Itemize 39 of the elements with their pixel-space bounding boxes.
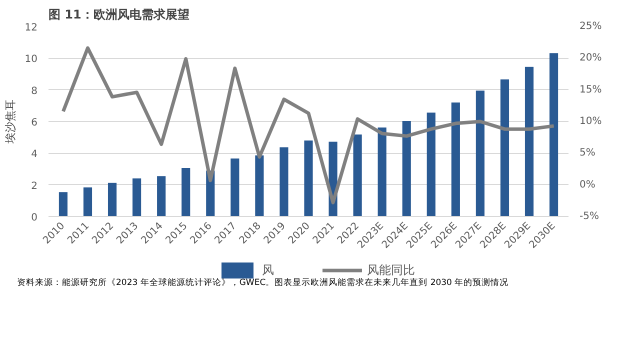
bar — [451, 102, 460, 216]
line-series — [61, 46, 556, 204]
bar — [83, 187, 92, 216]
bar — [378, 128, 386, 216]
bar — [500, 79, 510, 216]
bar — [157, 176, 166, 216]
y-tick-label: 8 — [31, 86, 38, 97]
bar — [476, 90, 484, 216]
y2-tick-label: 10% — [580, 116, 602, 127]
y-tick-label: 0 — [31, 212, 38, 224]
y2-tick-label: 20% — [580, 52, 602, 64]
bar — [58, 192, 68, 216]
bar — [524, 66, 534, 216]
bar — [426, 112, 436, 216]
y2-tick-label: 15% — [580, 84, 602, 96]
y-tick-label: 4 — [31, 149, 38, 160]
bar — [304, 140, 313, 216]
text: 资料来源：能源研究所《2023 年全球能源统计评论》，GWEC。图表显示欧洲风能需求在未来几年直到 2030 年的预测情况 — [17, 277, 509, 290]
bar — [182, 168, 190, 216]
y2-tick-label: -5% — [580, 211, 599, 222]
y2-tick-label: 0% — [580, 179, 596, 190]
y-axis-title: 埃沙焦耳 — [4, 100, 17, 144]
bar — [280, 147, 288, 216]
y-tick-label: 10 — [24, 54, 38, 66]
y-tick-label: 12 — [24, 22, 38, 34]
legend-label: 风 — [262, 262, 275, 278]
legend-label: 风能同比 — [367, 262, 415, 278]
bar — [549, 53, 558, 216]
y-tick-label: 6 — [31, 118, 38, 128]
bar — [132, 178, 142, 216]
y2-tick-label: 25% — [580, 21, 602, 32]
y-tick-label: 2 — [31, 180, 38, 192]
bar — [230, 158, 240, 216]
chart-title: 图 11：欧洲风电需求展望 — [48, 8, 190, 22]
bar — [402, 121, 411, 216]
bar — [108, 182, 117, 216]
bar — [353, 134, 362, 216]
y2-tick-label: 5% — [580, 148, 596, 159]
bar — [255, 155, 264, 216]
